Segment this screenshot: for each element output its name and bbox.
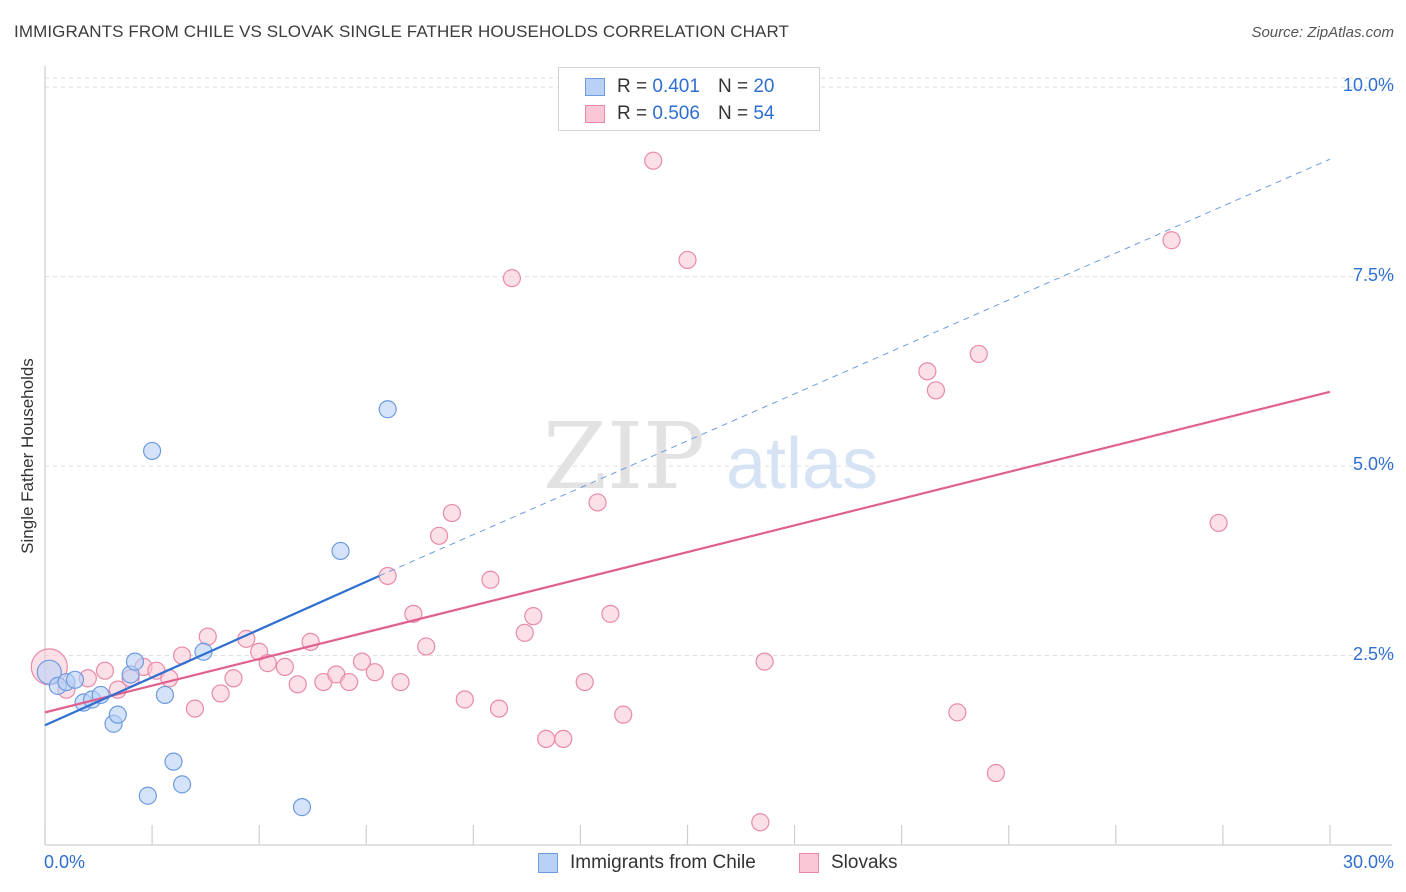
slovak-point: [391, 672, 410, 692]
slovak-point: [644, 151, 663, 170]
slovak-point: [554, 729, 573, 749]
legend-n-value-chile: 20: [753, 76, 775, 97]
slovak-trend-line: [44, 390, 1331, 714]
legend-n-label: N =: [717, 103, 749, 124]
slovak-point: [211, 684, 230, 703]
chile-point: [108, 705, 127, 724]
slovak-point: [352, 652, 372, 671]
grid-layer: [45, 77, 1392, 657]
slovak-point: [524, 607, 543, 626]
slovak-point: [442, 503, 462, 523]
slovak-point: [588, 493, 607, 512]
slovak-point: [601, 604, 620, 623]
slovak-point: [288, 675, 307, 694]
slovak-point: [926, 381, 946, 400]
slovak-point: [986, 763, 1006, 783]
slovak-point: [417, 637, 436, 656]
slovak-point: [340, 672, 359, 692]
chile-point: [164, 752, 183, 771]
y-tick-label: 2.5%: [1352, 643, 1394, 664]
slovak-point: [515, 623, 534, 642]
slovak-point: [95, 661, 115, 680]
chile-point: [138, 786, 157, 805]
slovak-point: [678, 250, 697, 270]
legend-swatch-chile: [585, 78, 605, 96]
chile-point: [378, 400, 397, 419]
legend-label-chile: Immigrants from Chile: [570, 852, 756, 873]
x-tick-label-min: 0.0%: [44, 852, 86, 872]
chile-trend-line: [44, 574, 380, 727]
legend-r-value-slovak: 0.506: [652, 103, 700, 124]
x-tick-label-max: 30.0%: [1342, 852, 1394, 872]
chile-point: [292, 798, 312, 817]
slovak-point: [537, 729, 556, 749]
slovak-point: [429, 526, 449, 545]
axis-layer: [44, 66, 1392, 846]
source-credit: Source: ZipAtlas.com: [1251, 24, 1394, 41]
legend-r-label: R =: [617, 103, 648, 124]
slovak-point: [755, 652, 774, 671]
chile-trend-extension: [378, 158, 1331, 577]
chile-point: [142, 441, 162, 461]
slovak-point: [502, 269, 521, 288]
slovak-point: [455, 690, 474, 709]
slovak-point: [1162, 231, 1181, 250]
trend-lines: [44, 158, 1331, 727]
slovak-point: [575, 672, 594, 692]
slovak-point: [185, 699, 205, 718]
slovak-point: [969, 344, 988, 364]
slovak-point: [948, 703, 967, 722]
chile-point: [331, 541, 350, 561]
y-tick-label: 5.0%: [1352, 454, 1394, 475]
slovak-point: [365, 663, 384, 682]
slovak-point: [481, 570, 500, 589]
chart-title: IMMIGRANTS FROM CHILE VS SLOVAK SINGLE F…: [14, 22, 790, 41]
slovak-point: [489, 699, 509, 718]
legend-r-value-chile: 0.401: [652, 76, 700, 97]
slovak-point: [1209, 513, 1228, 533]
slovak-point: [751, 813, 770, 832]
legend-item-slovaks[interactable]: Slovaks: [799, 852, 898, 874]
legend-item-chile[interactable]: Immigrants from Chile: [538, 852, 756, 874]
legend-row-slovak: R = 0.506 N = 54: [585, 102, 774, 126]
series-legend: Immigrants from Chile Slovaks: [0, 852, 1406, 878]
legend-swatch-slovak: [585, 105, 605, 123]
legend-swatch-slovaks: [799, 853, 819, 873]
watermark: ZIP atlas: [543, 403, 878, 510]
legend-n-value-slovak: 54: [753, 103, 775, 124]
slovak-point: [275, 657, 294, 677]
legend-swatch-chile: [538, 853, 558, 873]
chile-point: [65, 670, 85, 689]
slovak-point: [614, 705, 633, 724]
slovak-point: [198, 627, 217, 646]
slovak-point: [224, 669, 243, 688]
chile-series: [36, 400, 397, 817]
legend-row-chile: R = 0.401 N = 20: [585, 75, 774, 99]
chile-point: [172, 775, 192, 794]
slovak-point: [404, 604, 423, 623]
watermark-atlas: atlas: [726, 424, 878, 504]
y-tick-label: 10.0%: [1342, 75, 1394, 96]
legend-label-slovaks: Slovaks: [831, 852, 898, 873]
slovak-point: [918, 362, 937, 381]
stats-legend: R = 0.401 N = 20 R = 0.506 N = 54: [558, 67, 820, 131]
y-tick-label: 7.5%: [1352, 264, 1394, 285]
watermark-zip: ZIP: [543, 403, 705, 510]
chile-point: [125, 652, 145, 671]
legend-n-label: N =: [717, 76, 749, 97]
legend-r-label: R =: [617, 76, 648, 97]
chile-point: [155, 685, 175, 705]
